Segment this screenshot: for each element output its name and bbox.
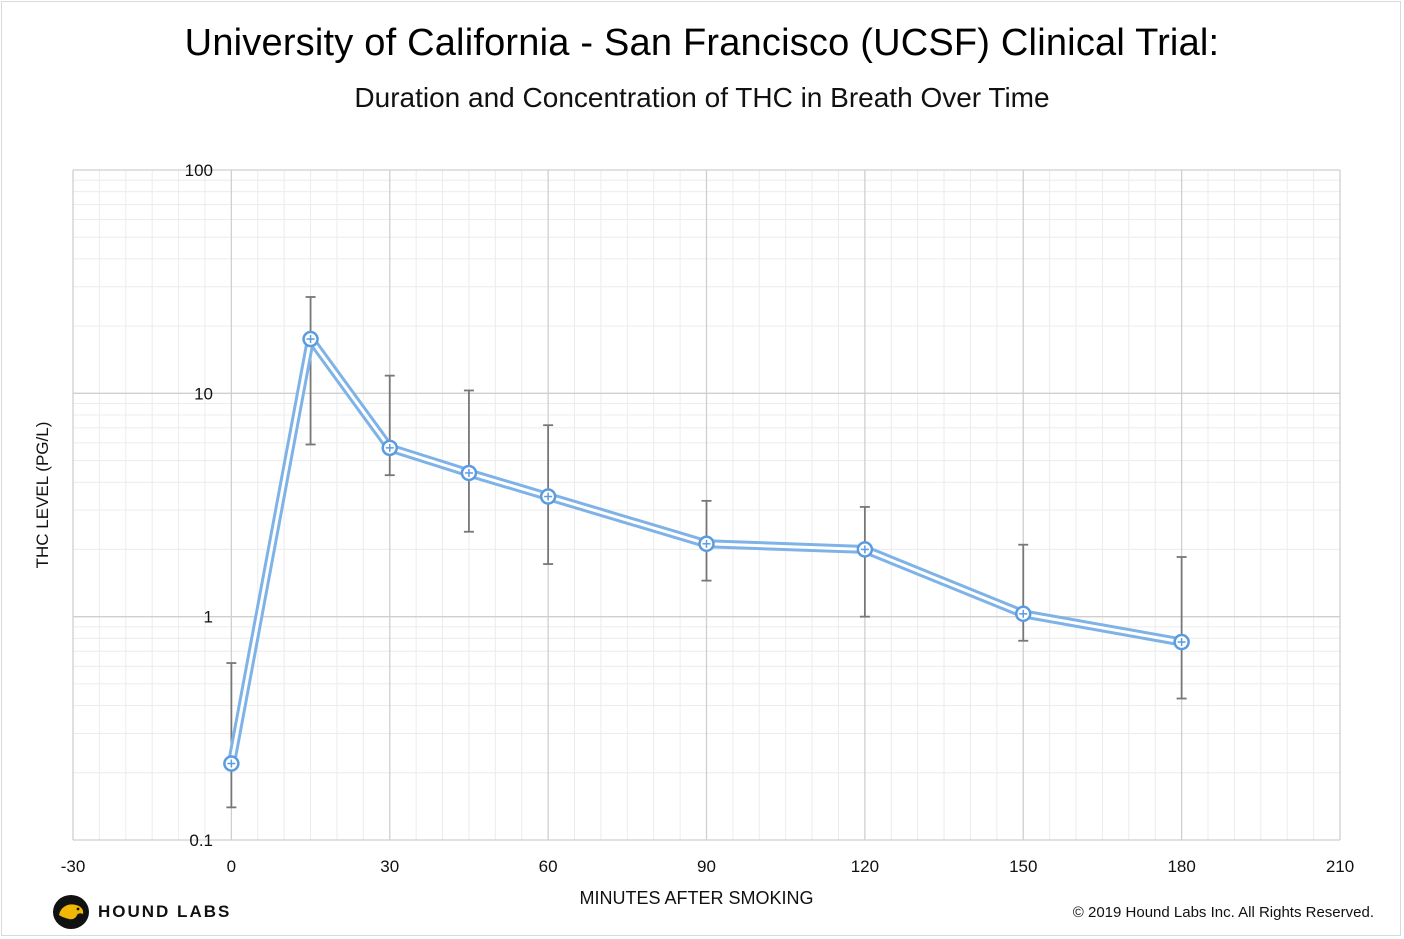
major-gridlines: [72, 169, 1341, 841]
chart-subtitle: Duration and Concentration of THC in Bre…: [354, 82, 1050, 113]
x-tick-label: 120: [851, 857, 879, 876]
x-tick-label: 90: [697, 857, 716, 876]
y-tick-label: 10: [194, 384, 213, 403]
x-axis-label: MINUTES AFTER SMOKING: [579, 888, 813, 908]
x-tick-label: 180: [1167, 857, 1195, 876]
chart-title: University of California - San Francisco…: [184, 22, 1220, 64]
x-tick-label: 30: [380, 857, 399, 876]
y-tick-label: 1: [204, 608, 213, 627]
logo-text: HOUND LABS: [98, 902, 232, 921]
x-tick-label: 150: [1009, 857, 1037, 876]
x-tick-label: 210: [1326, 857, 1354, 876]
y-tick-label: 100: [185, 161, 213, 180]
x-tick-labels: -30 0 30 60 90 120 150 180 210: [61, 857, 1354, 876]
x-tick-label: -30: [61, 857, 86, 876]
y-tick-label: 0.1: [189, 831, 213, 850]
y-axis-label: THC LEVEL (PG/L): [33, 422, 52, 569]
copyright-text: © 2019 Hound Labs Inc. All Rights Reserv…: [1072, 904, 1374, 921]
data-markers: [223, 330, 1190, 772]
hound-labs-logo: HOUND LABS: [52, 893, 231, 931]
y-tick-labels: 100 10 1 0.1: [185, 161, 213, 850]
hound-logo-icon: [53, 895, 89, 929]
x-tick-label: 0: [227, 857, 236, 876]
x-tick-label: 60: [539, 857, 558, 876]
error-bars: [226, 296, 1187, 809]
